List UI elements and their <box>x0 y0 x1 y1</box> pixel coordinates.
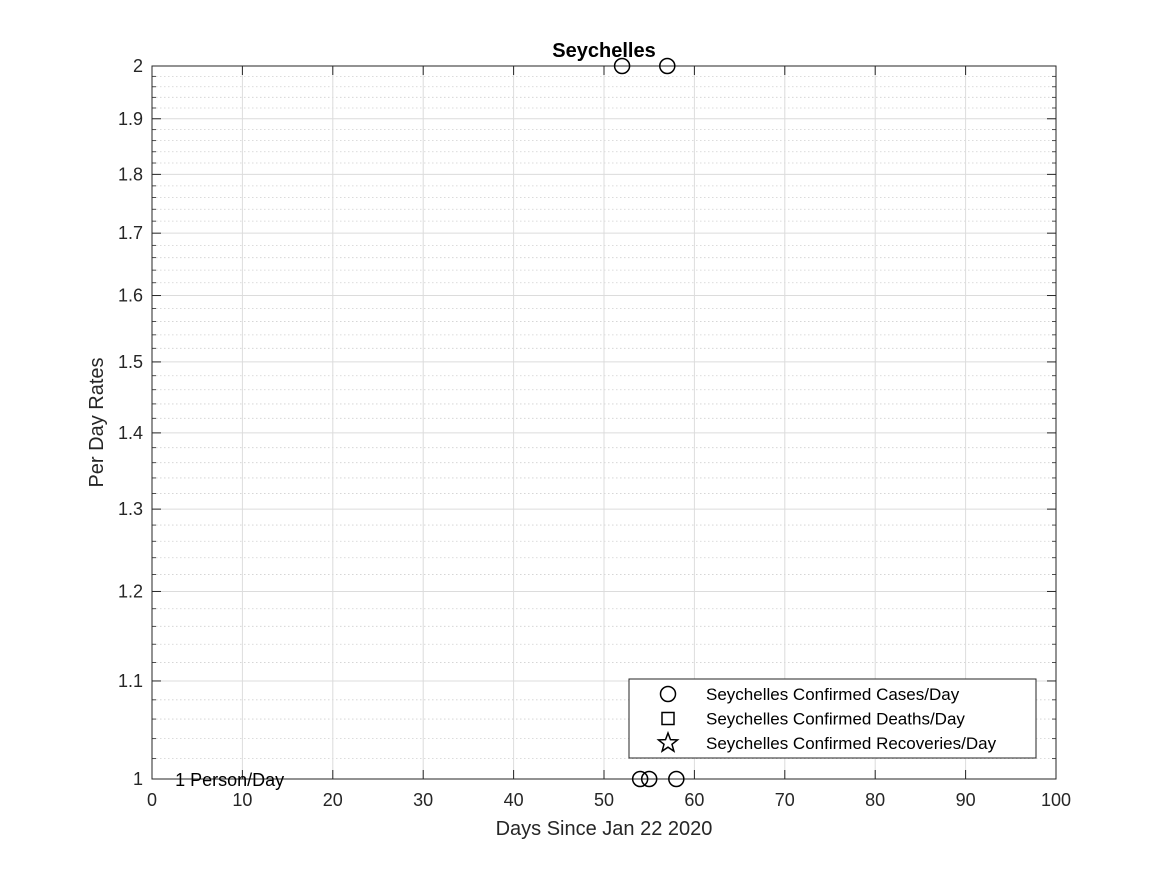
axis-ticks <box>151 65 1057 780</box>
cases-marker <box>613 57 631 75</box>
data-markers <box>613 57 685 788</box>
y-tick-label: 1.6 <box>118 286 143 306</box>
y-tick-label: 1.5 <box>118 352 143 372</box>
x-axis-label: Days Since Jan 22 2020 <box>496 818 713 840</box>
y-tick-label: 1.1 <box>118 671 143 691</box>
x-tick-label: 50 <box>594 790 614 810</box>
y-tick-label: 1.4 <box>118 423 143 443</box>
cases-marker <box>668 770 685 788</box>
cases-marker <box>659 57 676 75</box>
legend-entry-label: Seychelles Confirmed Deaths/Day <box>706 710 965 729</box>
legend-entry-label: Seychelles Confirmed Cases/Day <box>706 685 960 704</box>
x-tick-label: 70 <box>775 790 795 810</box>
annotation-label: 1 Person/Day <box>175 770 284 790</box>
x-tick-label: 80 <box>865 790 885 810</box>
x-tick-label: 100 <box>1041 790 1071 810</box>
y-axis-label: Per Day Rates <box>86 357 108 487</box>
chart-title: Seychelles <box>552 40 655 62</box>
legend-circle-icon <box>659 685 677 703</box>
y-tick-label: 1.7 <box>118 223 143 243</box>
cases-marker <box>631 770 649 788</box>
y-tick-label: 1.3 <box>118 499 143 519</box>
x-tick-label: 40 <box>504 790 524 810</box>
x-tick-label: 0 <box>147 790 157 810</box>
x-tick-label: 10 <box>232 790 252 810</box>
y-tick-label: 1.8 <box>118 164 143 184</box>
x-tick-label: 60 <box>684 790 704 810</box>
legend-star-icon <box>656 730 680 753</box>
x-tick-label: 20 <box>323 790 343 810</box>
cases-marker <box>640 770 658 788</box>
legend: Seychelles Confirmed Cases/Day Seychelles… <box>628 678 1037 759</box>
legend-entry-label: Seychelles Confirmed Recoveries/Day <box>706 734 997 753</box>
y-tick-label: 2 <box>133 56 143 76</box>
y-tick-label: 1.9 <box>118 109 143 129</box>
y-tick-label: 1 <box>133 769 143 789</box>
x-tick-label: 30 <box>413 790 433 810</box>
axis-tick-labels: 11.11.21.31.41.51.61.71.81.920 10 20 30 40 50… <box>118 56 1071 810</box>
legend-box <box>628 678 1037 759</box>
x-tick-label: 90 <box>956 790 976 810</box>
legend-square-icon <box>661 711 675 726</box>
y-tick-label: 1.2 <box>118 581 143 601</box>
